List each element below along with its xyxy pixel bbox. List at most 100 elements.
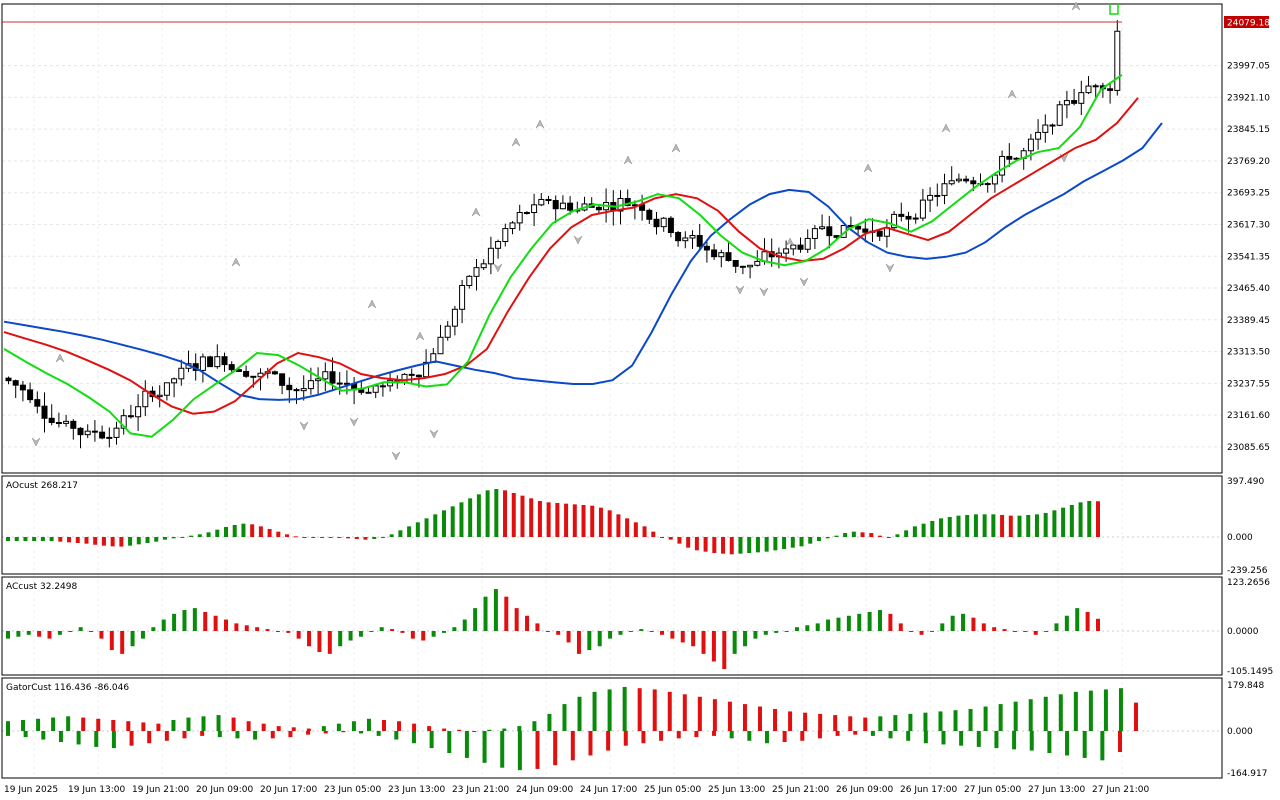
ac-panel-label: ACcust 32.2498 (6, 582, 78, 592)
time-tick-label: 24 Jun 17:00 (580, 785, 637, 795)
candle-body (1056, 104, 1063, 126)
ao-histogram (6, 488, 1100, 555)
candle-body (682, 237, 689, 242)
main-panel-border (1, 3, 1223, 474)
candle-body (999, 155, 1006, 176)
fractal-up-icon (231, 257, 241, 267)
histogram-bar (354, 537, 359, 540)
candle-body (41, 405, 48, 419)
gator-down-bar (694, 731, 699, 738)
candle-body (1085, 85, 1092, 94)
histogram-bar (14, 537, 19, 542)
gator-down-bar (6, 731, 10, 736)
candle-body (99, 431, 106, 439)
histogram-bar (686, 537, 691, 548)
fractal-up-icon (511, 137, 521, 147)
candle-body (804, 237, 811, 250)
histogram-bar (189, 535, 194, 537)
histogram-bar (483, 596, 488, 631)
histogram-bar (826, 619, 831, 631)
fractal-up-icon (863, 163, 873, 173)
histogram-bar (566, 631, 571, 643)
candle-body (1042, 124, 1049, 133)
fractal-down-icon (391, 451, 401, 461)
gator-down-bar (606, 731, 611, 751)
histogram-bar (49, 537, 54, 542)
histogram-bar (1008, 515, 1013, 537)
candle-body (739, 265, 746, 268)
candle-body (1049, 124, 1056, 127)
candle-body (624, 197, 631, 207)
histogram-bar (494, 488, 499, 537)
gator-down-bar (1100, 731, 1105, 761)
gator-down-bar (1047, 731, 1052, 754)
histogram-bar (703, 537, 708, 552)
histogram-bar (192, 608, 197, 631)
gator-down-bar (729, 731, 734, 739)
gator-down-bar (447, 731, 452, 754)
histogram-bar (878, 610, 882, 631)
gator-down-bar (341, 731, 346, 733)
histogram-bar (851, 531, 856, 537)
histogram-bar (834, 535, 839, 537)
histogram-bar (363, 537, 368, 540)
histogram-bar (459, 502, 464, 537)
gator-down-bar (976, 731, 981, 747)
candle-body (1114, 30, 1121, 91)
histogram-bar (576, 631, 581, 654)
gator-up-bar (788, 711, 793, 731)
time-tick-label: 24 Jun 09:00 (516, 785, 573, 795)
gator-up-bar (261, 723, 266, 731)
price-tick-label: 23997.05 (1227, 62, 1270, 72)
histogram-bar (258, 526, 263, 537)
candle-body (538, 198, 545, 206)
histogram-bar (1069, 504, 1074, 537)
histogram-bar (1002, 629, 1007, 631)
candle-body (747, 264, 754, 268)
price-tick-label: 23313.50 (1227, 348, 1270, 358)
gator-down-bar (270, 731, 275, 739)
histogram-bar (468, 498, 473, 537)
grid (2, 4, 1222, 778)
candle-body (473, 267, 480, 277)
gator-up-bar (246, 721, 251, 731)
gator-down-bar (1118, 731, 1122, 753)
current-price-badge (1224, 16, 1269, 28)
histogram-bar (307, 631, 312, 647)
gator-down-bar (853, 731, 858, 735)
candle-body (1027, 138, 1034, 152)
histogram-bar (37, 631, 42, 637)
candle-body (912, 217, 919, 220)
gator-up-bar (742, 704, 747, 731)
alligator-teeth-line (3, 97, 1139, 415)
histogram-bar (940, 623, 945, 631)
gator-up-bar (833, 715, 838, 731)
candle-body (754, 260, 761, 266)
candle-body (315, 378, 322, 382)
histogram-bar (869, 532, 874, 537)
candle-body (718, 252, 725, 258)
fractal-up-icon (55, 353, 65, 363)
ao-panel-label: AOcust 268.217 (6, 481, 78, 491)
histogram-bar (909, 631, 914, 632)
fractal-up-icon (623, 155, 633, 165)
histogram-bar (40, 537, 45, 542)
histogram-bar (57, 631, 62, 635)
gator-up-bar (111, 719, 116, 731)
time-tick-label: 25 Jun 13:00 (708, 785, 765, 795)
candle-body (207, 356, 214, 368)
gator-up-bar (321, 726, 326, 731)
fractal-up-icon (471, 207, 481, 217)
histogram-bar (58, 537, 63, 542)
histogram-bar (616, 514, 621, 537)
time-tick-label: 26 Jun 09:00 (836, 785, 893, 795)
gator-panel-border (1, 677, 1223, 779)
fractal-down-icon (735, 285, 745, 295)
gator-down-bar (376, 731, 381, 736)
gator-up-bar (848, 716, 853, 731)
histogram-bar (691, 631, 696, 647)
candle-body (34, 399, 41, 407)
histogram-bar (694, 537, 699, 551)
candle-body (811, 228, 818, 239)
